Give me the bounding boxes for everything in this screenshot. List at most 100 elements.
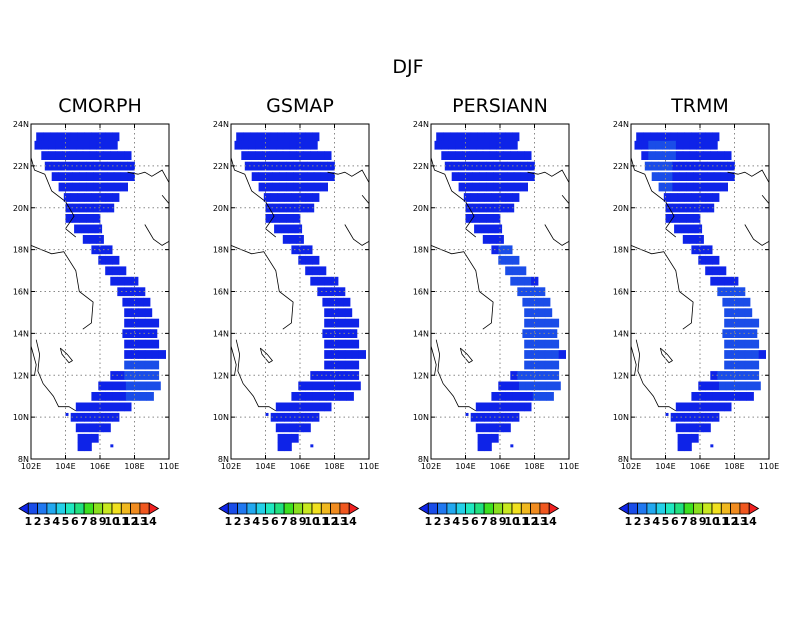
heatmap-cell	[117, 287, 125, 297]
heatmap-cell	[498, 245, 506, 255]
heatmap-cell	[98, 412, 106, 422]
heatmap-cell	[258, 182, 266, 192]
heatmap-cell	[525, 381, 534, 391]
heatmap-cell	[344, 308, 353, 318]
heatmap-cell	[503, 151, 511, 160]
y-tick-label: 14N	[613, 329, 629, 338]
heatmap-cell	[738, 287, 746, 297]
heatmap-cell	[325, 381, 334, 391]
heatmap-cell	[705, 132, 713, 142]
heatmap-cell	[270, 193, 278, 202]
heatmap-cell	[139, 392, 147, 401]
heatmap-cell	[744, 360, 753, 370]
colorbar-label: 6	[471, 515, 479, 528]
colorbar-swatch	[502, 502, 513, 515]
heatmap-cell	[120, 172, 128, 181]
heatmap-cell	[672, 214, 680, 223]
colorbar-under-arrow	[418, 502, 429, 515]
heatmap-cell	[532, 392, 541, 401]
heatmap-cell	[255, 151, 263, 160]
heatmap-cell	[275, 151, 284, 160]
heatmap-cell	[494, 224, 503, 234]
heatmap-cell	[751, 371, 760, 380]
heatmap-cell	[103, 151, 111, 160]
heatmap-cell	[479, 161, 487, 171]
heatmap-cell	[296, 140, 304, 150]
border-line	[431, 245, 494, 330]
heatmap-cell	[470, 412, 478, 422]
heatmap-cell	[684, 433, 692, 443]
colorbar-label: 7	[480, 515, 488, 528]
heatmap-cell	[265, 182, 273, 192]
heatmap-cell	[124, 276, 132, 286]
heatmap-cell	[529, 329, 537, 338]
heatmap-cell	[487, 224, 496, 234]
heatmap-cell	[724, 371, 732, 380]
colorbar-swatch	[102, 502, 113, 515]
heatmap-cell	[727, 172, 735, 181]
heatmap-cell	[112, 381, 120, 391]
heatmap-cell	[691, 392, 699, 401]
border-line	[31, 245, 94, 330]
colorbar-under-arrow	[218, 502, 229, 515]
heatmap-cell	[89, 151, 97, 160]
colorbar-swatch	[520, 502, 531, 515]
heatmap-cell	[684, 132, 692, 142]
heatmap-cell	[48, 151, 56, 160]
x-tick-label: 110E	[759, 462, 779, 471]
y-tick-label: 18N	[613, 246, 629, 255]
heatmap-cell	[282, 423, 291, 433]
heatmap-cell	[444, 161, 453, 171]
border-line	[144, 224, 169, 246]
heatmap-cell	[329, 297, 337, 307]
heatmap-cell	[725, 381, 734, 391]
heatmap-cell	[270, 412, 278, 422]
heatmap-cell	[248, 140, 256, 150]
heatmap-cell	[470, 132, 478, 142]
heatmap-cell	[338, 360, 346, 370]
heatmap-cell	[689, 235, 697, 244]
heatmap-cell	[112, 255, 120, 265]
heatmap-cell	[524, 350, 532, 359]
heatmap-cell	[719, 392, 727, 401]
colorbar-label: 12	[323, 515, 338, 528]
colorbar-swatch	[292, 502, 304, 515]
heatmap-cell	[544, 339, 553, 349]
heatmap-cell	[269, 140, 277, 150]
heatmap-cell	[117, 276, 125, 286]
heatmap-cell	[705, 392, 713, 401]
heatmap-cell	[658, 172, 666, 181]
heatmap-cell	[655, 151, 663, 160]
heatmap-cell	[124, 360, 132, 370]
colorbar-label: 14	[342, 515, 358, 528]
heatmap-cell	[472, 172, 480, 181]
heatmap-cell	[98, 245, 106, 255]
heatmap-cell	[151, 318, 160, 328]
heatmap-cell	[674, 224, 682, 234]
colorbar-label: 10	[104, 515, 120, 528]
heatmap-cell	[517, 371, 525, 380]
heatmap-cell	[669, 151, 677, 160]
heatmap-cell	[686, 172, 694, 181]
heatmap-cell	[512, 381, 520, 391]
heatmap-cell	[96, 235, 104, 244]
border-line	[431, 157, 477, 238]
heatmap-cell	[706, 182, 715, 192]
x-tick-label: 106E	[90, 462, 110, 471]
y-tick-label: 12N	[413, 371, 429, 380]
heatmap-cell	[106, 161, 115, 171]
heatmap-cell	[338, 287, 346, 297]
heatmap-cell	[524, 287, 532, 297]
heatmap-cell	[277, 193, 285, 202]
heatmap-cell	[698, 392, 706, 401]
heatmap-cell	[498, 193, 506, 202]
heatmap-cell	[551, 371, 560, 380]
heatmap-cell	[641, 151, 649, 160]
heatmap-cell	[663, 132, 672, 142]
heatmap-cell	[234, 140, 242, 150]
heatmap-cell	[693, 203, 701, 213]
colorbar-swatch	[302, 502, 313, 515]
heatmap-cell	[705, 255, 713, 265]
colorbar-label: 8	[690, 515, 698, 528]
heatmap-cell	[724, 360, 732, 370]
